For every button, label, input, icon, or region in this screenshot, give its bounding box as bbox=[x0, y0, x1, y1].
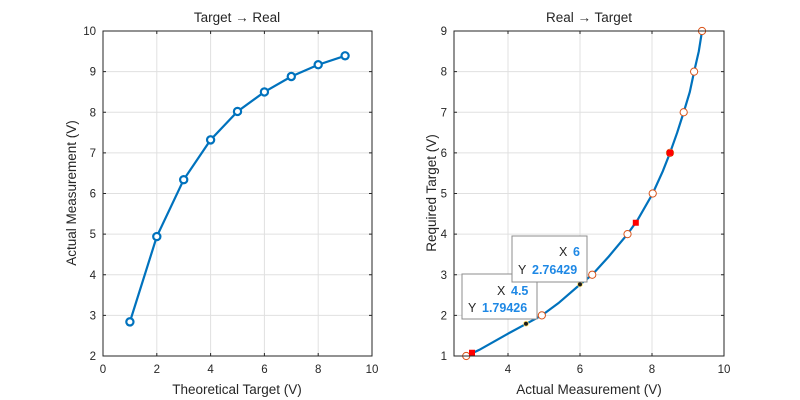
chart-left-ylabel: Actual Measurement (V) bbox=[64, 120, 79, 266]
data-point[interactable] bbox=[178, 174, 189, 185]
sample-point[interactable] bbox=[623, 230, 632, 239]
datatip-x-6[interactable]: X 6 Y 2.76429 bbox=[511, 235, 588, 283]
y-tick-label: 9 bbox=[90, 67, 96, 79]
data-point[interactable] bbox=[152, 231, 162, 242]
x-tick-label: 10 bbox=[718, 364, 731, 376]
x-tick-label: 10 bbox=[366, 364, 379, 376]
y-tick-label: 6 bbox=[90, 189, 96, 201]
y-tick-label: 3 bbox=[90, 310, 96, 322]
chart-left-axes-box bbox=[102, 30, 373, 357]
x-tick-label: 4 bbox=[207, 364, 214, 376]
y-tick-label: 1 bbox=[441, 351, 447, 363]
data-point[interactable] bbox=[340, 51, 350, 61]
datatip-x-label: X bbox=[559, 245, 568, 259]
x-tick-label: 0 bbox=[100, 364, 106, 376]
y-tick-label: 8 bbox=[441, 67, 447, 79]
chart-right-title: Real → Target bbox=[546, 10, 632, 25]
y-tick-label: 9 bbox=[441, 26, 447, 38]
chart-right-xlabel: Actual Measurement (V) bbox=[516, 382, 662, 397]
x-tick-label: 6 bbox=[261, 364, 267, 376]
chart-left-grid bbox=[102, 30, 373, 357]
y-tick-label: 6 bbox=[441, 148, 447, 160]
y-tick-label: 5 bbox=[441, 189, 447, 201]
datatip-x-value: 6 bbox=[573, 245, 580, 259]
y-tick-label: 5 bbox=[90, 229, 96, 241]
query-point[interactable] bbox=[632, 219, 639, 226]
datatip-y-value: 2.76429 bbox=[532, 263, 577, 277]
data-point[interactable] bbox=[125, 317, 135, 327]
datatip-anchor[interactable] bbox=[577, 281, 583, 288]
data-point[interactable] bbox=[232, 106, 243, 117]
x-tick-label: 2 bbox=[154, 364, 160, 376]
data-point[interactable] bbox=[205, 135, 216, 145]
datatip-y-label: Y bbox=[468, 301, 477, 315]
datatip-box bbox=[511, 235, 588, 283]
y-tick-label: 7 bbox=[441, 107, 447, 119]
query-point[interactable] bbox=[469, 349, 475, 356]
data-point[interactable] bbox=[286, 71, 296, 82]
sample-point[interactable] bbox=[648, 189, 657, 198]
x-tick-label: 8 bbox=[649, 364, 655, 376]
datatip-x-value: 4.5 bbox=[511, 284, 528, 298]
data-point[interactable] bbox=[259, 87, 270, 97]
data-point[interactable] bbox=[313, 60, 323, 70]
datatip-y-value: 1.79426 bbox=[482, 301, 527, 315]
y-tick-label: 10 bbox=[83, 26, 96, 38]
y-tick-label: 8 bbox=[90, 107, 96, 119]
y-tick-label: 2 bbox=[441, 310, 447, 322]
datatip-anchor[interactable] bbox=[523, 320, 529, 327]
y-tick-label: 4 bbox=[90, 270, 97, 282]
x-tick-label: 6 bbox=[577, 364, 583, 376]
sample-point[interactable] bbox=[679, 108, 688, 117]
sample-point[interactable] bbox=[588, 270, 597, 279]
x-tick-label: 4 bbox=[505, 364, 512, 376]
datatip-y-label: Y bbox=[518, 263, 527, 277]
chart-left-xlabel: Theoretical Target (V) bbox=[172, 382, 302, 397]
y-tick-label: 3 bbox=[441, 270, 447, 282]
y-tick-label: 4 bbox=[441, 229, 448, 241]
sample-point[interactable] bbox=[537, 311, 546, 320]
chart-right-axes-box bbox=[453, 30, 725, 357]
chart-left-title: Target → Real bbox=[194, 10, 280, 25]
query-point[interactable] bbox=[667, 149, 673, 156]
sample-point[interactable] bbox=[690, 67, 699, 76]
chart-right-series bbox=[462, 26, 707, 361]
chart-left-series bbox=[125, 51, 350, 327]
x-tick-label: 8 bbox=[315, 364, 321, 376]
chart-right-ylabel: Required Target (V) bbox=[424, 134, 439, 252]
datatip-x-label: X bbox=[497, 284, 506, 298]
series-line bbox=[128, 54, 346, 323]
y-tick-label: 2 bbox=[90, 351, 96, 363]
y-tick-label: 7 bbox=[90, 148, 96, 160]
